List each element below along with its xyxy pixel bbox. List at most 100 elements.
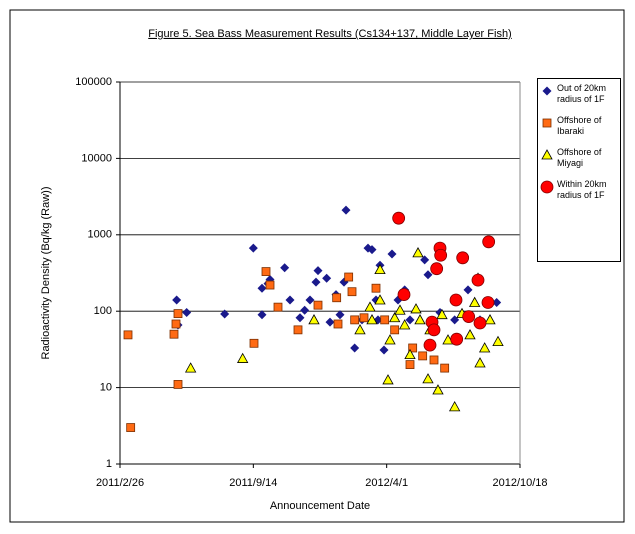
diamond-marker: [350, 343, 360, 353]
diamond-marker: [220, 309, 230, 319]
triangle-marker: [366, 314, 378, 325]
legend: Out of 20km radius of 1F Offshore of Ibar…: [537, 78, 621, 262]
square-marker: [418, 351, 428, 361]
triangle-marker: [394, 304, 406, 315]
triangle-marker: [468, 296, 481, 307]
triangle-marker: [478, 342, 491, 353]
square-marker: [313, 300, 323, 310]
legend-label: Within 20km radius of 1F: [557, 179, 607, 200]
legend-marker: [542, 118, 552, 128]
diamond-marker: [463, 285, 473, 295]
square-marker: [408, 343, 418, 353]
diamond-marker: [335, 310, 345, 320]
diamond-marker: [341, 205, 351, 215]
x-tick-label: 2011/2/26: [96, 477, 144, 489]
square-marker: [249, 338, 259, 348]
diamond-marker: [248, 243, 258, 253]
diamond-marker: [420, 255, 430, 265]
legend-marker: [541, 149, 553, 160]
circle-marker: [392, 211, 406, 225]
square-marker: [123, 330, 133, 340]
y-axis-label: Radioactivity Density (Bq/kg (Raw)): [40, 187, 52, 360]
square-marker: [332, 293, 342, 303]
triangle-marker: [388, 311, 401, 323]
circle-marker: [427, 323, 441, 337]
diamond-marker: [305, 295, 315, 305]
y-tick-label: 100: [94, 305, 112, 317]
circle-marker: [481, 296, 495, 309]
diamond-marker: [492, 297, 502, 307]
diamond-marker: [280, 263, 290, 273]
triangle-marker: [541, 149, 553, 160]
diamond-marker: [295, 313, 305, 323]
circle-marker: [456, 251, 470, 265]
triangle-marker: [464, 329, 476, 340]
triangle-marker: [236, 352, 249, 363]
triangle-marker: [308, 314, 320, 325]
legend-label: Offshore of Ibaraki: [557, 115, 602, 136]
diamond-marker: [285, 295, 295, 305]
circle-marker: [434, 248, 448, 262]
legend-marker: [542, 86, 552, 96]
square-marker: [359, 313, 369, 323]
circle-marker: [449, 293, 463, 307]
circle-marker: [540, 180, 554, 194]
square-marker: [440, 363, 450, 373]
triangle-marker: [384, 334, 396, 345]
triangle-marker: [436, 308, 448, 320]
triangle-marker: [398, 319, 411, 330]
square-marker: [173, 309, 183, 319]
circle-marker: [462, 310, 476, 323]
square-marker: [333, 319, 343, 329]
square-marker: [173, 380, 183, 389]
diamond-marker: [405, 315, 415, 325]
legend-label: Offshore of Miyagi: [557, 147, 602, 168]
circle-marker: [430, 262, 444, 276]
square-marker: [390, 325, 400, 335]
diamond-marker: [300, 305, 310, 315]
square-marker: [347, 287, 357, 297]
diamond-marker: [172, 295, 182, 305]
diamond-marker: [257, 310, 267, 320]
triangle-marker: [184, 362, 197, 373]
square-marker: [380, 315, 390, 325]
square-marker: [371, 283, 381, 293]
square-marker: [542, 118, 552, 128]
legend-item: Within 20km radius of 1F: [540, 179, 618, 201]
y-tick-label: 1000: [88, 229, 112, 241]
square-marker: [344, 272, 354, 282]
triangle-marker: [492, 335, 504, 347]
square-marker: [169, 329, 179, 339]
square-marker: [273, 302, 283, 312]
diamond-marker: [387, 249, 397, 259]
triangle-marker: [410, 303, 422, 314]
triangle-marker: [412, 247, 424, 258]
diamond-marker: [367, 245, 377, 255]
circle-marker: [397, 288, 411, 301]
y-tick-label: 10000: [81, 152, 112, 164]
y-tick-label: 100000: [75, 76, 112, 88]
legend-marker: [540, 180, 554, 194]
triangle-marker: [382, 374, 394, 385]
square-marker: [350, 315, 360, 325]
triangle-marker: [354, 324, 366, 335]
y-tick-label: 1: [106, 458, 112, 470]
square-marker: [429, 355, 439, 365]
square-marker: [171, 319, 181, 329]
triangle-marker: [484, 314, 496, 325]
circle-marker: [471, 273, 485, 287]
legend-item: Offshore of Miyagi: [540, 147, 618, 169]
circle-marker: [473, 316, 487, 330]
diamond-marker: [182, 308, 192, 318]
triangle-marker: [374, 294, 386, 305]
diamond-marker: [423, 270, 433, 280]
square-marker: [261, 267, 271, 276]
circle-marker: [482, 235, 496, 249]
y-tick-label: 10: [100, 382, 112, 394]
triangle-marker: [414, 314, 426, 325]
triangle-marker: [364, 301, 376, 312]
square-marker: [265, 280, 275, 290]
triangle-marker: [422, 373, 434, 384]
